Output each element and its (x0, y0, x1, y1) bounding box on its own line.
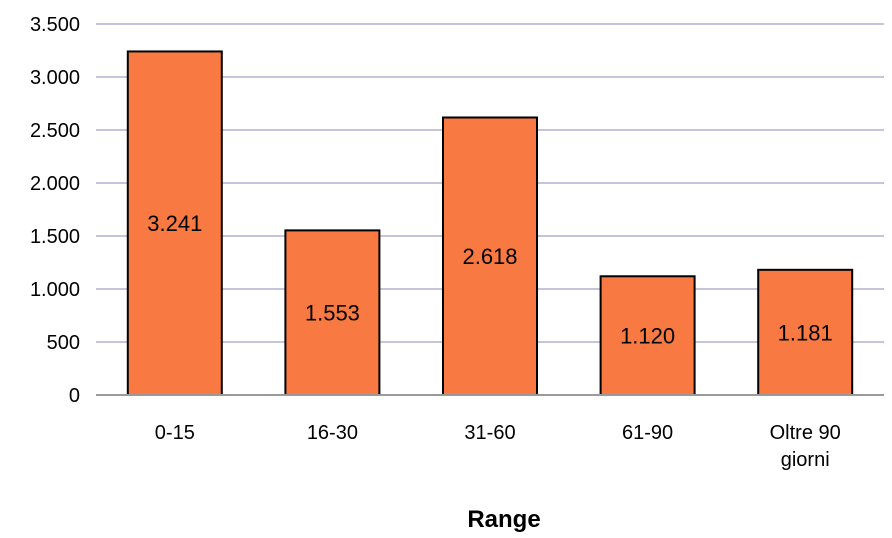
bar-value-label: 2.618 (462, 244, 517, 269)
labels: 0 500 1.000 1.500 2.000 2.500 3.000 3.500 3.241 0… (30, 14, 841, 471)
x-axis-title: Range (467, 506, 540, 533)
y-tick-label: 3.500 (30, 14, 80, 36)
y-tick-label: 2.000 (30, 173, 80, 195)
y-tick-label: 2.500 (30, 120, 80, 142)
y-tick-label: 500 (47, 332, 80, 354)
y-tick-label: 3.000 (30, 67, 80, 89)
x-tick-label: 0-15 (155, 422, 195, 444)
x-tick-label: Oltre 90 giorni (770, 422, 841, 471)
bar (757, 268, 854, 396)
x-tick-label: 61-90 (622, 422, 673, 444)
x-tick-label: 31-60 (464, 422, 515, 444)
bar (599, 275, 696, 396)
bar-value-label: 3.241 (147, 211, 202, 236)
bars (126, 50, 854, 396)
x-tick-label: 16-30 (307, 422, 358, 444)
bar-value-label: 1.181 (778, 320, 833, 345)
bar-value-label: 1.120 (620, 324, 675, 349)
bar (284, 229, 381, 396)
y-tick-label: 0 (69, 385, 80, 407)
bar (442, 116, 538, 396)
y-tick-label: 1.500 (30, 226, 80, 248)
bar-value-label: 1.553 (305, 301, 360, 326)
y-tick-label: 1.000 (30, 279, 80, 301)
